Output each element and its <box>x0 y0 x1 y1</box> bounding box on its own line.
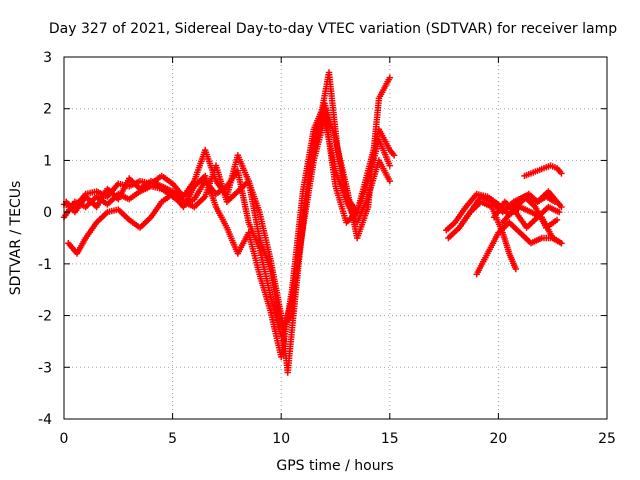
y-tick-label: 1 <box>43 153 52 169</box>
x-tick-label: 5 <box>168 431 177 447</box>
y-tick-label: -3 <box>38 360 52 376</box>
series-layer <box>60 69 565 376</box>
data-series-s12 <box>508 190 559 213</box>
y-tick-label: 3 <box>43 50 52 66</box>
data-series-s4 <box>63 105 393 330</box>
y-axis-label: SDTVAR / TECUs <box>8 181 24 296</box>
x-axis-label: GPS time / hours <box>276 458 393 474</box>
chart-title: Day 327 of 2021, Sidereal Day-to-day VTE… <box>49 21 617 37</box>
x-tick-label: 25 <box>598 431 616 447</box>
data-series-s7 <box>456 198 519 273</box>
data-series-s11 <box>521 162 565 180</box>
x-tick-label: 20 <box>489 431 507 447</box>
y-tick-label: -4 <box>38 412 52 428</box>
y-tick-label: -2 <box>38 309 52 325</box>
y-tick-label: 0 <box>43 205 52 221</box>
y-tick-label: -1 <box>38 257 52 273</box>
x-tick-label: 15 <box>381 431 399 447</box>
tick-layer: 0 5 10 15 20 25 -4 -3 -2 -1 0 1 2 3 <box>38 50 616 447</box>
x-tick-label: 10 <box>272 431 290 447</box>
y-tick-label: 2 <box>43 102 52 118</box>
plot-frame <box>63 56 608 420</box>
data-series-s8 <box>473 219 565 278</box>
x-tick-label: 0 <box>60 431 69 447</box>
